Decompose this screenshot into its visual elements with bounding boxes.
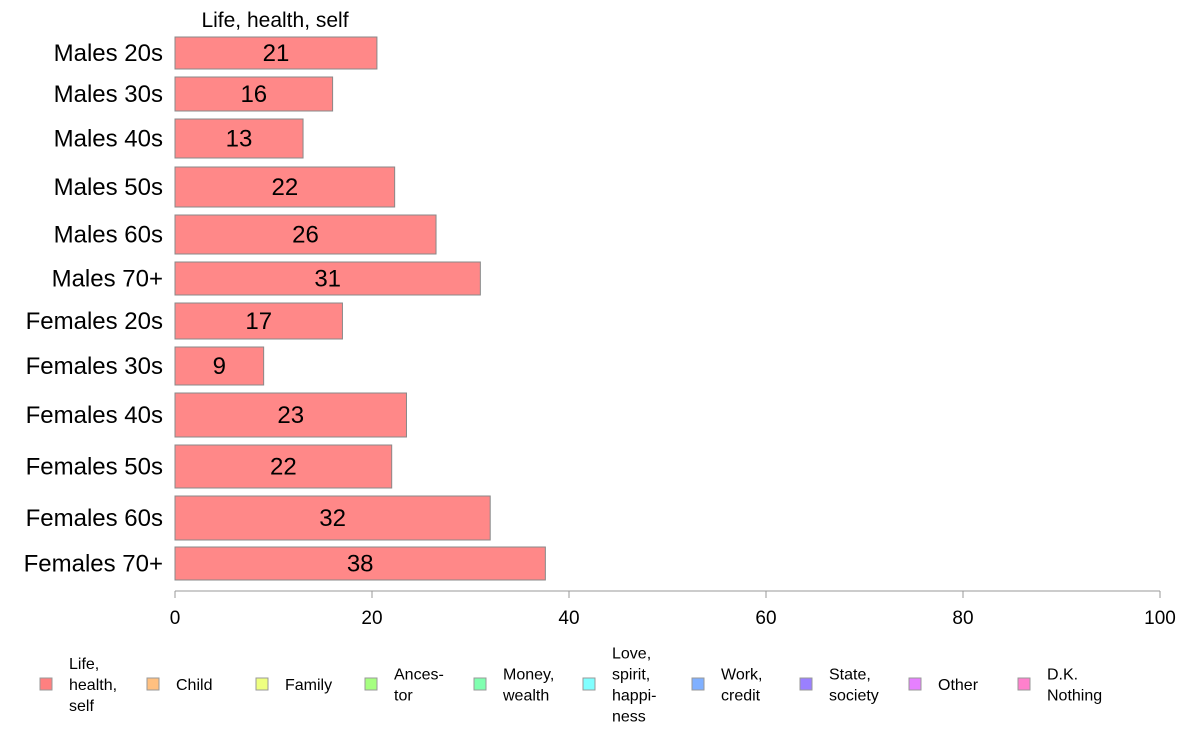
bar-7: [174, 346, 265, 386]
bars-group: Males 20s 21 Males 30s 16 Males 40s 13 Males 5…: [24, 36, 546, 581]
category-label: Females 20s: [26, 308, 163, 335]
category-label: Males 20s: [54, 40, 163, 67]
legend-swatch: [1017, 677, 1031, 691]
legend-swatch: [364, 677, 378, 691]
bar-11: [174, 546, 546, 581]
legend-swatch: [908, 677, 922, 691]
legend-label: Other: [938, 677, 979, 694]
x-tick-label: 20: [361, 608, 382, 629]
value-label: 9: [213, 353, 226, 380]
bar-2: [174, 118, 304, 159]
legend-swatch: [799, 677, 813, 691]
x-tick-label: 80: [952, 608, 973, 629]
value-label: 26: [292, 222, 319, 249]
bar-8: [174, 392, 407, 438]
legend-label: Work, credit: [721, 667, 762, 705]
category-label: Males 40s: [54, 126, 163, 153]
legend-label: Family: [285, 677, 332, 694]
value-label: 22: [271, 174, 298, 201]
x-tick-label: 60: [755, 608, 776, 629]
bar-10: [174, 495, 491, 541]
legend-swatch: [39, 677, 53, 691]
value-label: 13: [226, 126, 253, 153]
legend: Life, health, self Child Family Ances-tor Mone…: [39, 646, 1102, 726]
bar-3: [174, 166, 396, 208]
value-label: 16: [240, 81, 267, 108]
category-label: Males 60s: [54, 222, 163, 249]
value-label: 21: [263, 40, 290, 67]
legend-swatch: [146, 677, 160, 691]
category-label: Males 30s: [54, 81, 163, 108]
category-label: Females 60s: [26, 505, 163, 532]
legend-swatch: [473, 677, 487, 691]
legend-label: Child: [176, 677, 212, 694]
legend-label: State, society: [829, 667, 879, 705]
bar-6: [174, 302, 343, 340]
x-tick-label: 0: [170, 608, 181, 629]
bar-5: [174, 261, 481, 296]
category-label: Males 50s: [54, 174, 163, 201]
bar-4: [174, 214, 437, 255]
value-label: 23: [277, 402, 304, 429]
legend-swatch: [691, 677, 705, 691]
bar-0: [174, 36, 378, 70]
x-tick-label: 40: [558, 608, 579, 629]
category-label: Females 70+: [24, 551, 163, 578]
bar-1: [174, 76, 334, 112]
x-tick-label: 100: [1144, 608, 1176, 629]
legend-label: D.K. Nothing: [1047, 667, 1102, 705]
value-label: 31: [314, 266, 341, 293]
category-label: Males 70+: [52, 266, 163, 293]
value-label: 22: [270, 454, 297, 481]
chart-title: Life, health, self: [201, 9, 348, 32]
category-label: Females 50s: [26, 454, 163, 481]
legend-swatch: [255, 677, 269, 691]
category-label: Females 30s: [26, 353, 163, 380]
legend-label: Life, health, self: [69, 656, 117, 715]
bar-9: [174, 444, 393, 489]
x-axis: 0 20 40 60 80 100: [170, 590, 1176, 629]
legend-label: Money, wealth: [502, 667, 554, 705]
value-label: 38: [347, 551, 374, 578]
value-label: 17: [245, 308, 272, 335]
legend-label: Love, spirit, happi-ness: [612, 646, 656, 726]
legend-label: Ances-tor: [394, 667, 444, 705]
value-label: 32: [319, 505, 346, 532]
legend-swatch: [582, 677, 596, 691]
category-label: Females 40s: [26, 402, 163, 429]
